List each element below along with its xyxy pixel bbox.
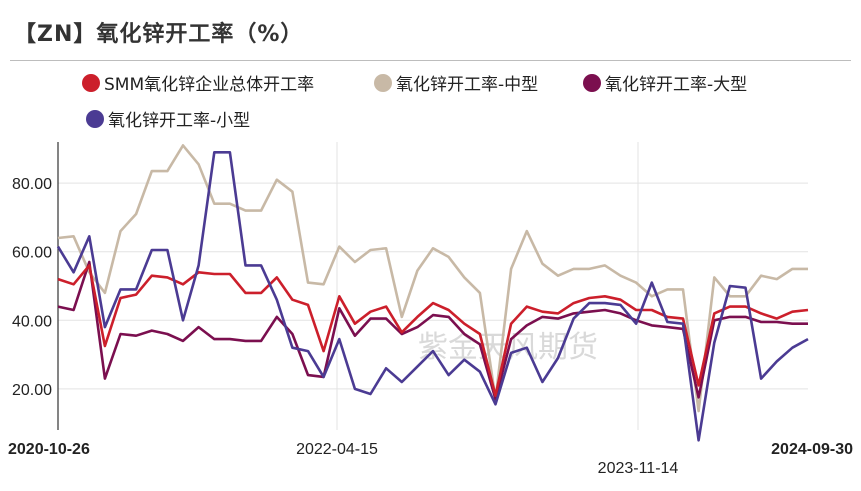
chart-grid [58, 142, 808, 430]
legend-item-large: 氧化锌开工率-大型 [583, 70, 747, 95]
chart-series [56, 144, 809, 442]
y-tick-label: 20.00 [12, 382, 52, 399]
legend-swatch-large [583, 73, 601, 92]
y-axis-ticks: 20.00 40.00 60.00 80.00 [12, 176, 52, 399]
series-line-1 [57, 144, 808, 413]
x-tick-label: 2024-09-30 [771, 441, 853, 458]
legend-label-total: SMM氧化锌企业总体开工率 [104, 75, 315, 95]
legend-item-total: SMM氧化锌企业总体开工率 [82, 70, 314, 95]
x-tick-label: 2023-11-14 [598, 460, 679, 477]
legend-item-medium: 氧化锌开工率-中型 [374, 70, 538, 95]
page-title: 【ZN】氧化锌开工率（%） [14, 22, 304, 47]
legend-label-small: 氧化锌开工率-小型 [108, 111, 251, 131]
legend-item-small: 氧化锌开工率-小型 [86, 106, 250, 131]
y-tick-label: 80.00 [12, 176, 52, 193]
legend-swatch-total [82, 73, 100, 92]
y-tick-label: 40.00 [12, 313, 52, 330]
title-divider [10, 60, 851, 61]
series-line-3 [56, 151, 809, 442]
x-axis-ticks: 2020-10-26 2022-04-15 2023-11-14 2024-09-30 [8, 441, 853, 477]
legend-swatch-small [86, 109, 104, 128]
y-tick-label: 60.00 [12, 245, 52, 262]
legend-label-large: 氧化锌开工率-大型 [605, 75, 748, 95]
x-tick-label: 2022-04-15 [296, 441, 378, 458]
x-tick-label: 2020-10-26 [8, 441, 90, 458]
legend-label-medium: 氧化锌开工率-中型 [396, 75, 539, 95]
legend-swatch-medium [374, 73, 392, 92]
series-line-0 [57, 264, 809, 398]
